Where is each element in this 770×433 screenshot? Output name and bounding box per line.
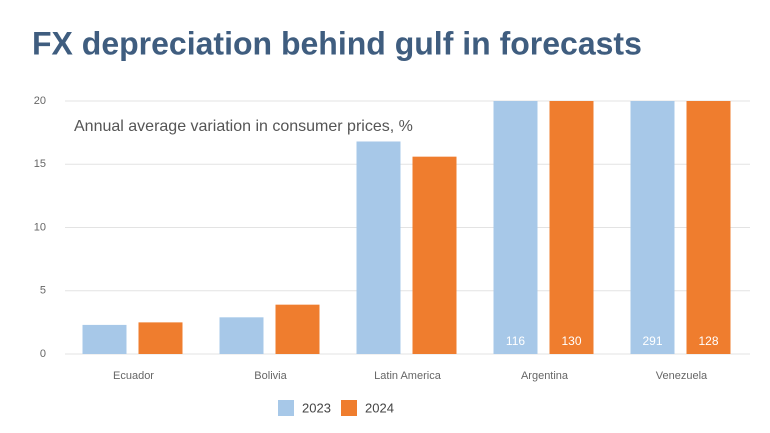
y-tick-label: 0 (40, 348, 46, 360)
chart-title: FX depreciation behind gulf in forecasts (32, 25, 642, 61)
bar (493, 101, 538, 354)
x-tick-label: Latin America (374, 370, 442, 382)
bar (686, 101, 731, 354)
y-tick-label: 5 (40, 285, 46, 297)
x-tick-label: Ecuador (113, 370, 154, 382)
legend-swatch (341, 400, 357, 416)
x-tick-label: Venezuela (656, 370, 708, 382)
bar (630, 101, 675, 354)
bar (356, 141, 401, 354)
legend-swatch (278, 400, 294, 416)
bar (82, 324, 127, 354)
bar (219, 317, 264, 354)
value-label: 130 (561, 334, 581, 348)
legend-label: 2024 (365, 400, 394, 415)
y-tick-label: 10 (34, 221, 46, 233)
y-tick-label: 20 (34, 95, 46, 107)
chart-subtitle: Annual average variation in consumer pri… (74, 118, 413, 135)
legend-label: 2023 (302, 400, 331, 415)
bar (412, 156, 457, 354)
value-label: 128 (698, 334, 718, 348)
bar (138, 322, 183, 354)
bar (275, 304, 320, 354)
value-label: 291 (642, 334, 662, 348)
x-tick-label: Argentina (521, 370, 569, 382)
y-tick-label: 15 (34, 158, 46, 170)
x-tick-label: Bolivia (254, 370, 287, 382)
value-label: 116 (506, 334, 525, 348)
bar (549, 101, 594, 354)
